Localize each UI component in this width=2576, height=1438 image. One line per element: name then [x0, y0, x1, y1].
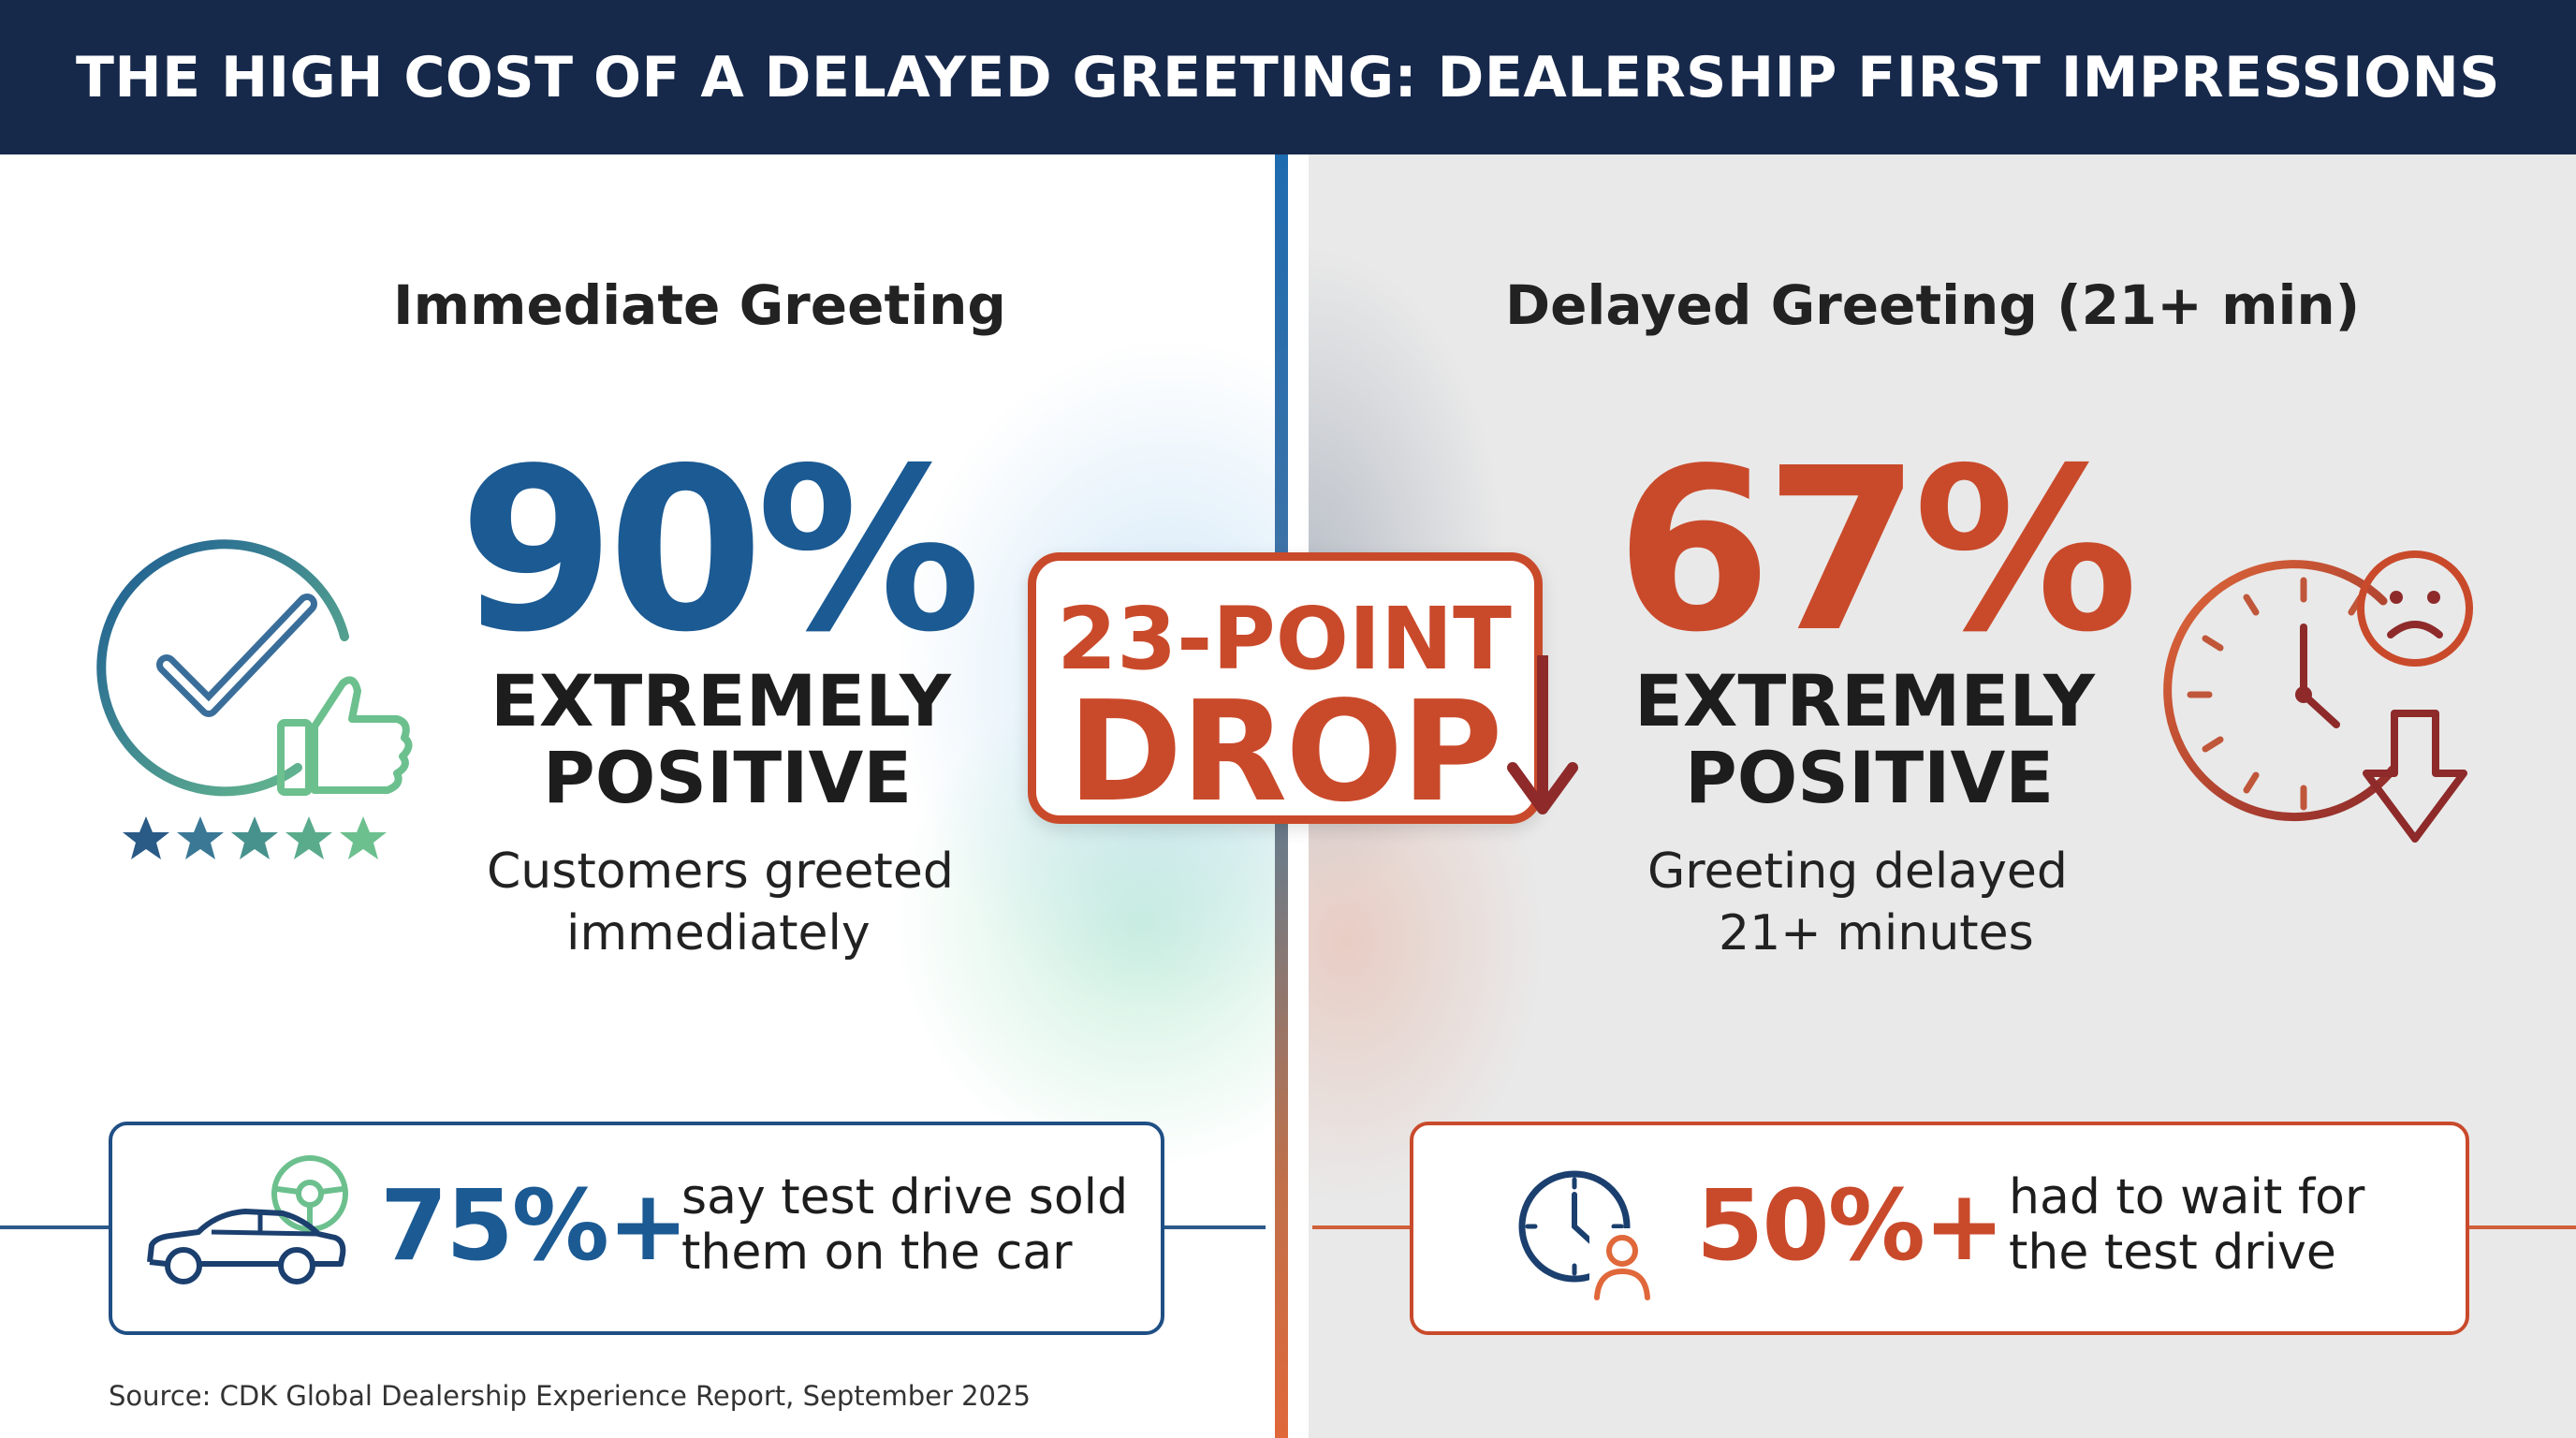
left-stat-text-line2: them on the car: [681, 1225, 1073, 1281]
star-icon: [340, 816, 387, 859]
left-sub-line2: immediately: [566, 905, 871, 961]
person-icon: [1589, 1228, 1655, 1303]
left-label-line1: EXTREMELY: [490, 659, 951, 742]
point-drop-badge: 23-POINT DROP: [1028, 552, 1543, 832]
badge-line2: DROP: [1067, 671, 1502, 832]
left-label-line2: POSITIVE: [543, 736, 913, 819]
right-label-line1: EXTREMELY: [1634, 659, 2095, 742]
left-stat-box: [109, 1122, 1164, 1335]
checkmark-circle-icon: [96, 539, 349, 797]
star-icon: [177, 816, 224, 859]
car-icon: [147, 1209, 346, 1284]
right-section-title: Delayed Greeting (21+ min): [1505, 273, 2361, 337]
clock-icon: [2163, 560, 2397, 822]
down-arrow-icon: [1507, 655, 1578, 814]
right-percent: 67%: [1616, 419, 2138, 682]
star-rating: [123, 816, 387, 859]
right-sub-line2: 21+ minutes: [1719, 905, 2034, 961]
left-section-title: Immediate Greeting: [393, 273, 1006, 337]
left-sub-line1: Customers greeted: [487, 844, 954, 900]
right-stat-text-line1: had to wait for: [2009, 1169, 2365, 1225]
right-label-line2: POSITIVE: [1685, 736, 2055, 819]
source-note: Source: CDK Global Dealership Experience…: [109, 1380, 1031, 1412]
right-stat-value: 50%+: [1696, 1168, 2005, 1283]
down-arrow-icon: [2363, 710, 2467, 843]
right-stat-text-line2: the test drive: [2009, 1225, 2336, 1281]
star-icon: [231, 816, 278, 859]
header-bar: THE HIGH COST OF A DELAYED GREETING: DEA…: [0, 0, 2576, 154]
badge-line1: 23-POINT: [1057, 589, 1512, 689]
page-title: THE HIGH COST OF A DELAYED GREETING: DEA…: [75, 44, 2501, 110]
left-stat-value: 75%+: [380, 1168, 689, 1283]
star-icon: [285, 816, 332, 859]
thumbs-up-icon: [277, 676, 413, 796]
sad-face-icon: [2357, 550, 2473, 667]
right-sub-line1: Greeting delayed: [1647, 844, 2068, 900]
star-icon: [123, 816, 169, 859]
left-percent: 90%: [459, 419, 981, 682]
right-stat-box: [1410, 1122, 2469, 1335]
left-stat-text-line1: say test drive sold: [681, 1169, 1129, 1225]
